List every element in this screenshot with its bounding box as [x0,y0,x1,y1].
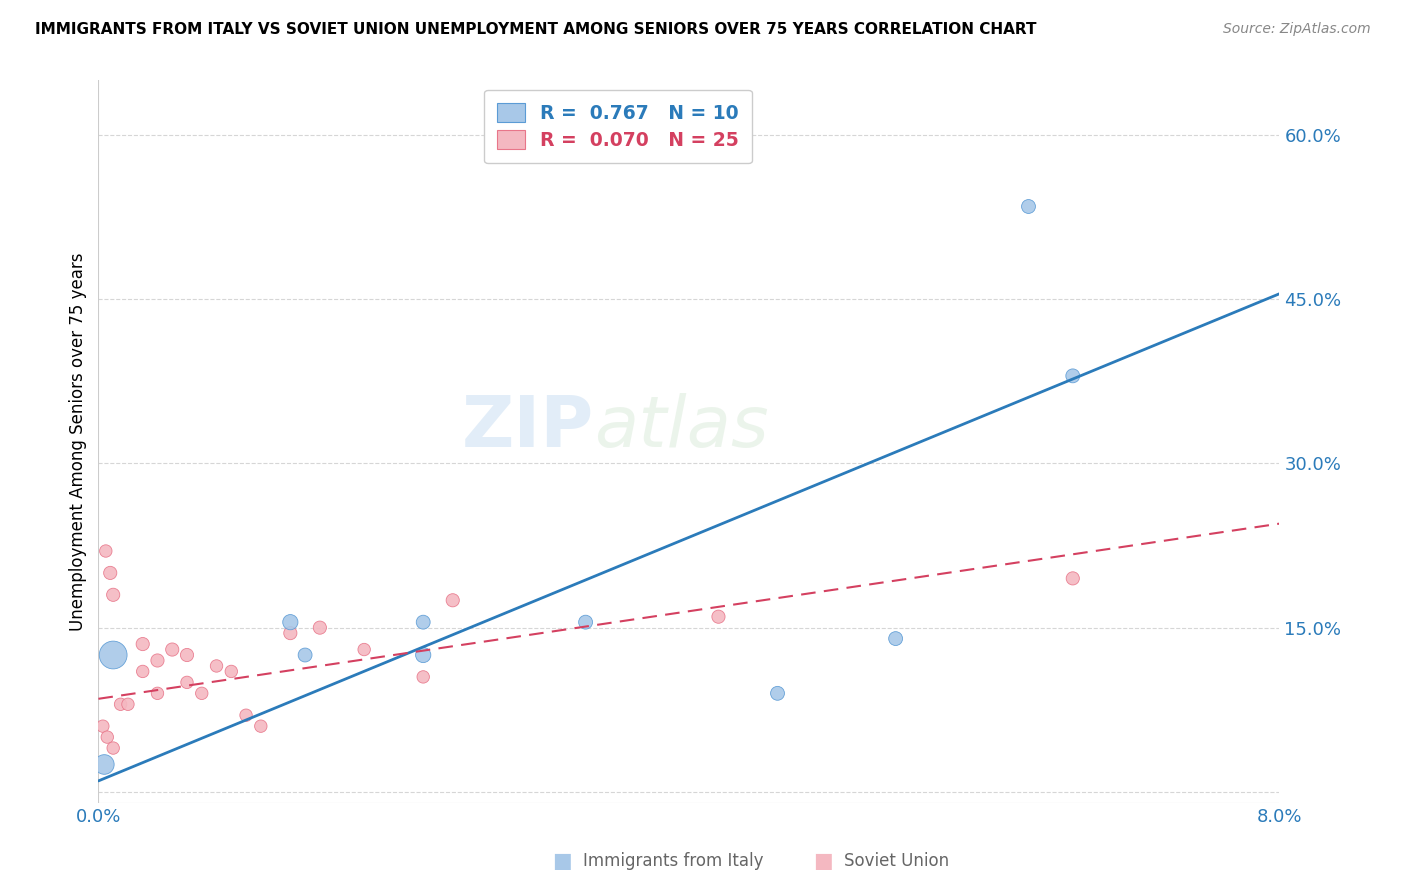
Point [412,648,434,662]
Point [146,686,169,700]
Point [1062,571,1084,585]
Point [235,708,257,723]
Point [117,698,139,712]
Point [191,686,214,700]
Y-axis label: Unemployment Among Seniors over 75 years: Unemployment Among Seniors over 75 years [69,252,87,631]
Text: atlas: atlas [595,392,769,461]
Text: Soviet Union: Soviet Union [844,852,949,870]
Point [1062,368,1084,383]
Point [98,566,121,580]
Point [132,637,155,651]
Point [162,642,183,657]
Text: ZIP: ZIP [463,392,595,461]
Point [707,609,730,624]
Point [176,648,198,662]
Point [93,757,115,772]
Point [884,632,907,646]
Point [250,719,273,733]
Point [412,615,434,630]
Point [766,686,789,700]
Point [103,741,125,756]
Text: Source: ZipAtlas.com: Source: ZipAtlas.com [1223,22,1371,37]
Point [294,648,316,662]
Text: ■: ■ [813,851,832,871]
Point [205,659,228,673]
Point [146,653,169,667]
Legend: R =  0.767   N = 10, R =  0.070   N = 25: R = 0.767 N = 10, R = 0.070 N = 25 [484,90,752,163]
Point [176,675,198,690]
Point [441,593,464,607]
Point [412,670,434,684]
Point [132,665,155,679]
Point [103,588,125,602]
Point [96,730,118,744]
Point [309,621,332,635]
Point [1018,199,1040,213]
Point [94,544,117,558]
Text: ■: ■ [553,851,572,871]
Point [280,626,302,640]
Text: IMMIGRANTS FROM ITALY VS SOVIET UNION UNEMPLOYMENT AMONG SENIORS OVER 75 YEARS C: IMMIGRANTS FROM ITALY VS SOVIET UNION UN… [35,22,1036,37]
Point [575,615,598,630]
Point [280,615,302,630]
Point [221,665,243,679]
Point [91,719,114,733]
Point [103,648,125,662]
Point [353,642,375,657]
Point [110,698,132,712]
Text: Immigrants from Italy: Immigrants from Italy [583,852,763,870]
